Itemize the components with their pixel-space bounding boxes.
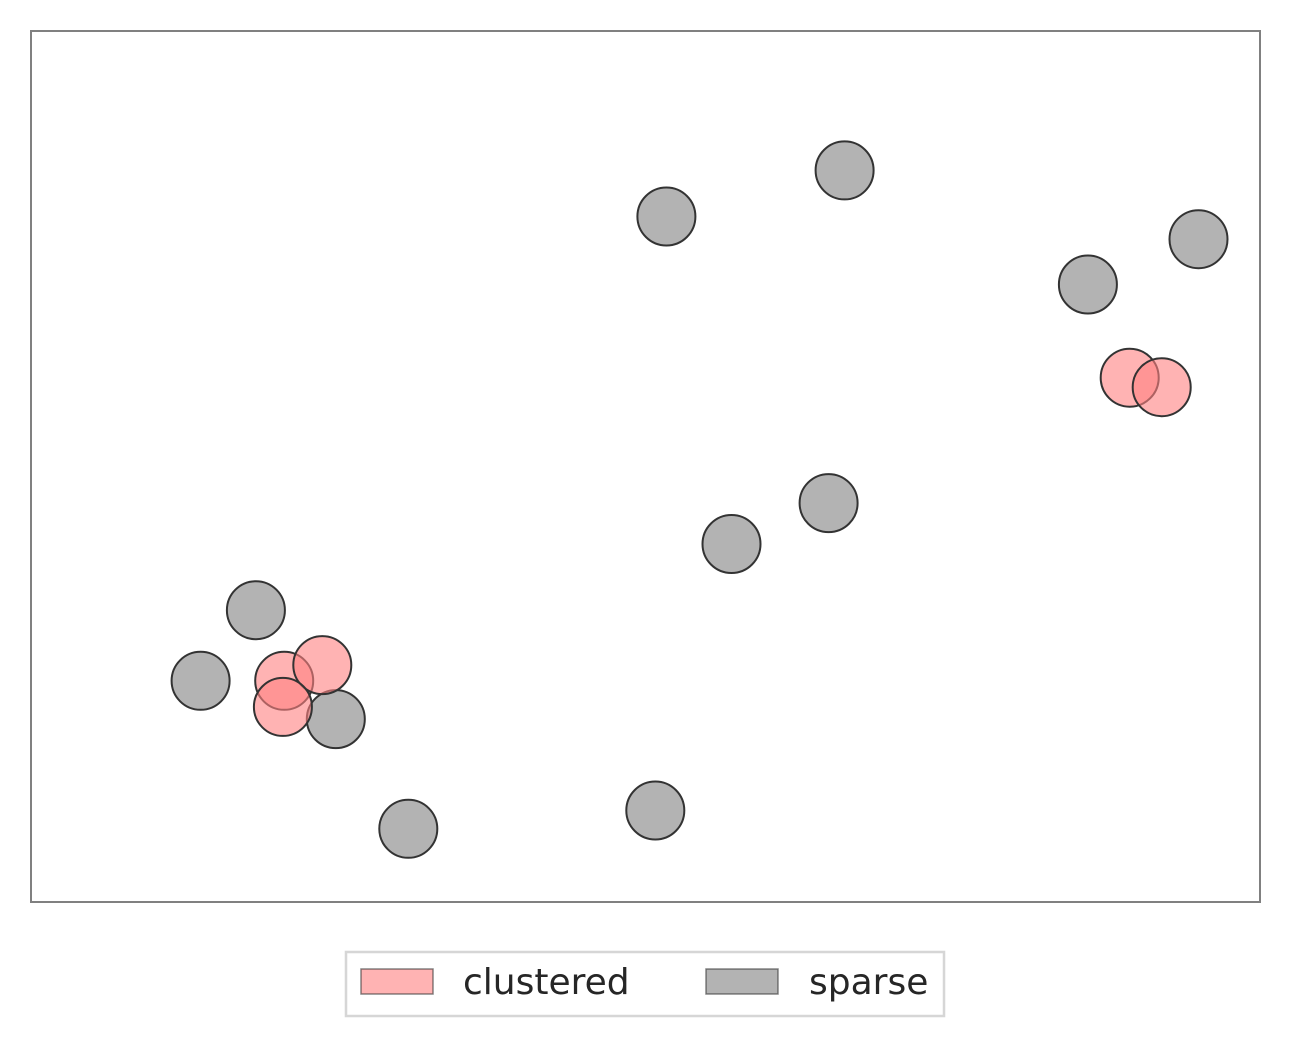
- point-clustered: [1131, 357, 1192, 418]
- point-sparse: [305, 689, 366, 750]
- points-layer: [170, 140, 1229, 859]
- point-sparse: [1168, 209, 1229, 270]
- point-sparse: [636, 186, 697, 247]
- legend: clustered sparse: [344, 950, 946, 1018]
- point-clustered: [292, 635, 353, 696]
- point-sparse: [701, 514, 762, 574]
- legend-label-clustered: clustered: [463, 962, 630, 1003]
- point-sparse: [1057, 254, 1118, 315]
- point-sparse: [798, 473, 859, 534]
- point-sparse: [625, 780, 686, 841]
- legend-swatch-clustered: [360, 968, 434, 995]
- point-sparse: [814, 140, 875, 201]
- legend-swatch-sparse: [705, 968, 779, 995]
- plot-area: [30, 30, 1261, 903]
- legend-frame: [344, 950, 946, 1018]
- point-sparse: [378, 798, 439, 859]
- point-sparse: [170, 650, 231, 711]
- legend-label-sparse: sparse: [809, 962, 928, 1003]
- point-sparse: [225, 580, 286, 641]
- point-clustered: [252, 676, 313, 737]
